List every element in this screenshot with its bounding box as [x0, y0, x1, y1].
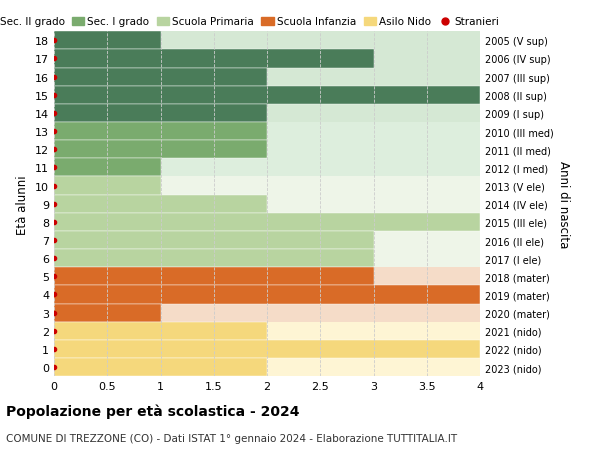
Bar	[54, 68, 267, 86]
Bar	[54, 304, 161, 322]
Y-axis label: Età alunni: Età alunni	[16, 174, 29, 234]
Bar	[54, 340, 480, 358]
Bar	[54, 286, 480, 304]
Bar	[54, 213, 480, 231]
Bar	[54, 68, 480, 86]
Bar	[54, 50, 373, 68]
Bar	[54, 250, 480, 268]
Bar	[54, 141, 267, 159]
Bar	[54, 268, 480, 286]
Bar	[54, 123, 267, 141]
Bar	[54, 123, 480, 141]
Text: COMUNE DI TREZZONE (CO) - Dati ISTAT 1° gennaio 2024 - Elaborazione TUTTITALIA.I: COMUNE DI TREZZONE (CO) - Dati ISTAT 1° …	[6, 433, 457, 442]
Bar	[54, 231, 480, 250]
Bar	[54, 177, 161, 195]
Bar	[54, 268, 373, 286]
Bar	[54, 32, 480, 50]
Bar	[54, 141, 480, 159]
Bar	[54, 358, 267, 376]
Bar	[54, 195, 480, 213]
Bar	[54, 32, 161, 50]
Bar	[54, 322, 480, 340]
Bar	[54, 340, 480, 358]
Bar	[54, 177, 480, 195]
Bar	[54, 86, 480, 105]
Bar	[54, 213, 480, 231]
Bar	[54, 304, 480, 322]
Bar	[54, 286, 480, 304]
Legend: Sec. II grado, Sec. I grado, Scuola Primaria, Scuola Infanzia, Asilo Nido, Stran: Sec. II grado, Sec. I grado, Scuola Prim…	[0, 13, 503, 32]
Bar	[54, 250, 373, 268]
Bar	[54, 322, 267, 340]
Text: Popolazione per età scolastica - 2024: Popolazione per età scolastica - 2024	[6, 404, 299, 419]
Bar	[54, 105, 267, 123]
Bar	[54, 195, 267, 213]
Bar	[54, 231, 373, 250]
Bar	[54, 159, 161, 177]
Bar	[54, 50, 480, 68]
Y-axis label: Anni di nascita: Anni di nascita	[557, 161, 570, 248]
Bar	[54, 159, 480, 177]
Bar	[54, 358, 480, 376]
Bar	[54, 86, 480, 105]
Bar	[54, 105, 480, 123]
